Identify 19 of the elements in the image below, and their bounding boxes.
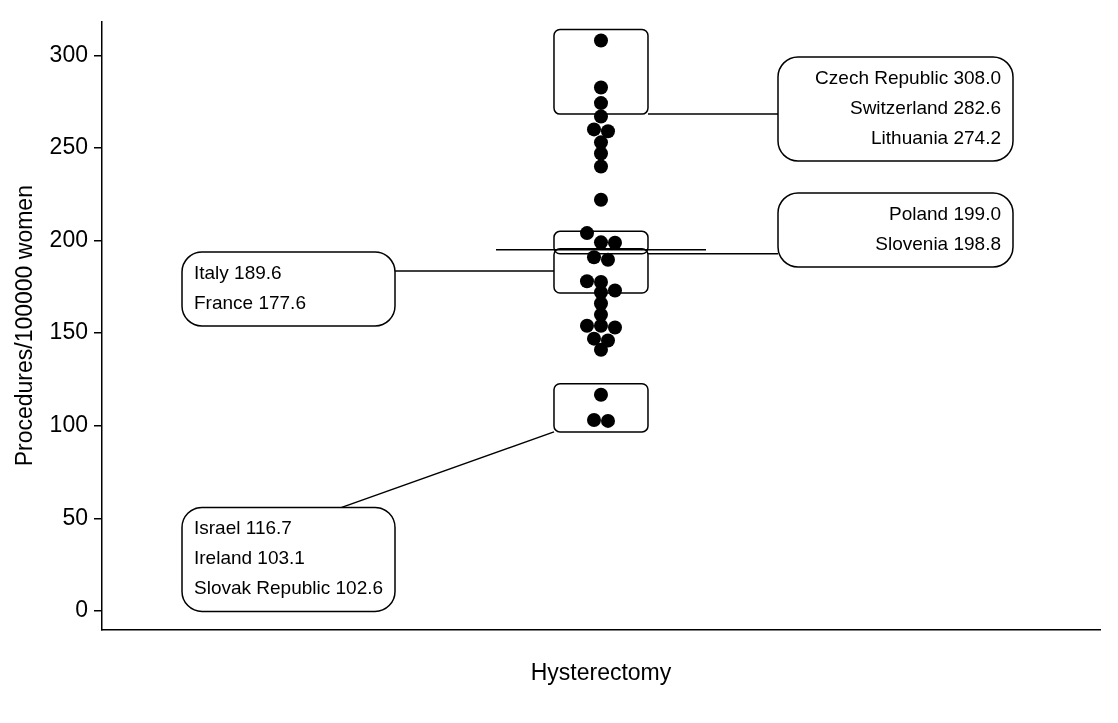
annotation: Czech Republic 308.0 — [815, 67, 1001, 89]
y-tick-label: 250 — [49, 133, 88, 160]
annotation: Israel 116.7 — [194, 517, 292, 539]
y-tick-label: 300 — [49, 40, 88, 67]
annotation: Lithuania 274.2 — [871, 127, 1001, 149]
y-tick-label: 200 — [49, 225, 88, 252]
annotation: Slovenia 198.8 — [875, 233, 1001, 255]
annotation: Ireland 103.1 — [194, 547, 305, 569]
annotation: Slovak Republic 102.6 — [194, 577, 384, 599]
y-tick-label: 50 — [62, 503, 88, 530]
y-axis-title: Procedures/100000 women — [11, 185, 38, 467]
y-tick-label: 100 — [49, 411, 88, 438]
y-tick-label: 0 — [75, 596, 88, 623]
annotation: Poland 199.0 — [889, 203, 1001, 225]
y-tick-label: 150 — [49, 318, 88, 345]
annotation: Switzerland 282.6 — [849, 97, 1001, 119]
annotation: Italy 189.6 — [194, 262, 282, 284]
annotation: France 177.6 — [194, 292, 306, 314]
x-tick-label: Hysterectomy — [530, 658, 672, 685]
